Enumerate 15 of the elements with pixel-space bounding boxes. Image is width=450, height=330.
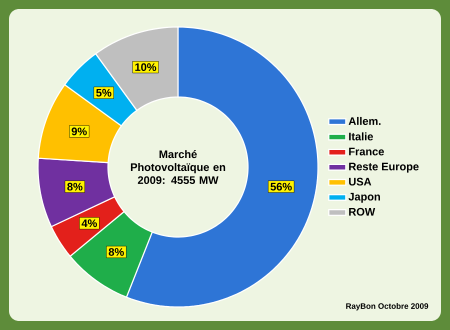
data-label: 8% [67, 182, 82, 191]
legend-label: USA [349, 178, 372, 186]
legend-label: France [349, 148, 384, 156]
data-label: 8% [108, 248, 124, 256]
data-label: 9% [72, 128, 87, 136]
data-label: 4% [82, 219, 97, 228]
legend-label: Italie [349, 132, 373, 140]
data-label: 5% [96, 88, 112, 97]
data-label: 56% [270, 182, 292, 191]
legend-label: ROW [349, 208, 376, 216]
legend-label: Reste Europe [349, 162, 419, 173]
legend-label: Japon [348, 192, 380, 203]
text: Marché Photovoltaïque en 2009: 4555 MW [130, 150, 226, 184]
legend-label: Allem. [348, 116, 381, 125]
data-label: 10% [135, 63, 156, 72]
